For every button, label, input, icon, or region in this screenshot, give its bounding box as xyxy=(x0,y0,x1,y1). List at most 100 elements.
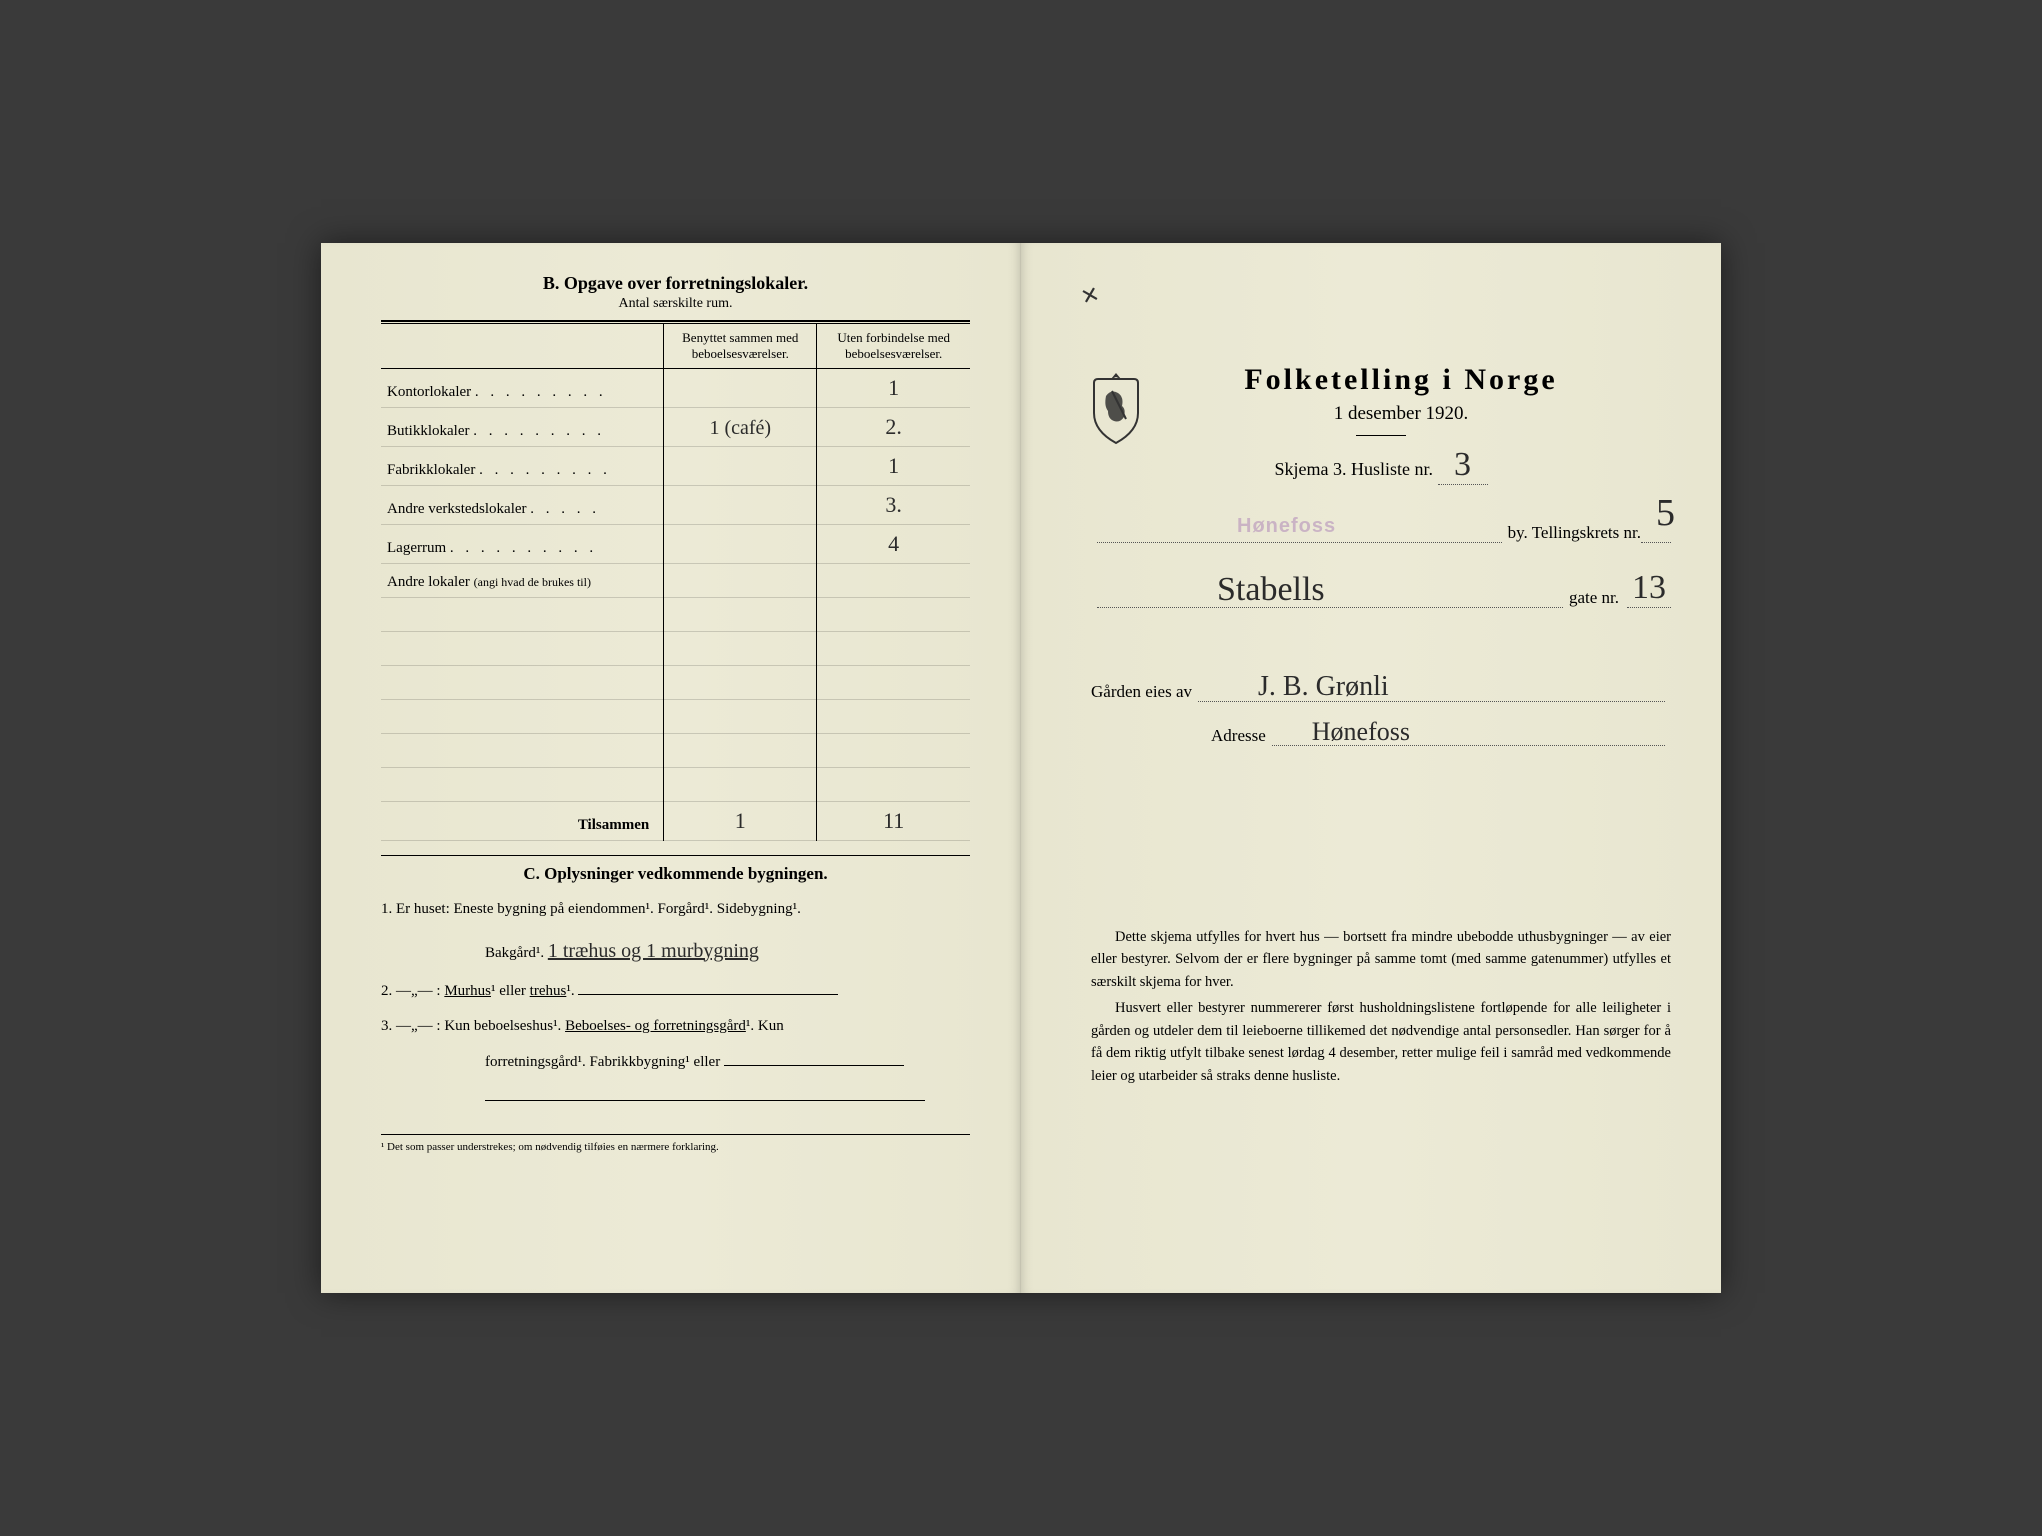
table-row xyxy=(381,598,970,632)
corner-mark: ✕ xyxy=(1078,281,1103,311)
row-val-b: 4 xyxy=(817,525,970,564)
section-b-subtitle: Antal særskilte rum. xyxy=(381,296,970,312)
body-p2: Husvert eller bestyrer nummererer først … xyxy=(1091,997,1671,1087)
gate-suffix: gate nr. xyxy=(1569,588,1619,608)
section-c-title: C. Oplysninger vedkommende bygningen. xyxy=(381,855,970,884)
q1-l2-hw: 1 træhus og 1 murbygning xyxy=(548,940,759,962)
row-val-b: 1 xyxy=(817,369,970,408)
addr-line: Adresse Hønefoss xyxy=(1091,722,1671,746)
sum-label: Tilsammen xyxy=(381,802,664,841)
q3-text-a: Kun beboelseshus¹. Beboelses- og forretn… xyxy=(444,1018,783,1034)
owner-label: Gården eies av xyxy=(1091,682,1192,702)
q1-prefix: 1. Er huset: xyxy=(381,901,450,917)
table-row: Butikklokaler . . . . . . . . .1 (café)2… xyxy=(381,408,970,447)
q3-text-b: forretningsgård¹. Fabrikkbygning¹ eller xyxy=(485,1054,720,1070)
row-val-b: 3. xyxy=(817,486,970,525)
col-label-blank xyxy=(381,324,664,369)
row-label: Kontorlokaler . . . . . . . . . xyxy=(381,369,664,408)
col-b-header: Uten forbindelse med beboelsesværelser. xyxy=(817,324,970,369)
table-row: Lagerrum . . . . . . . . . . 4 xyxy=(381,525,970,564)
q1-l2-label: Bakgård¹. xyxy=(485,945,544,961)
premises-table: Benyttet sammen med beboelsesværelser. U… xyxy=(381,324,970,841)
table-row xyxy=(381,734,970,768)
q2-text: Murhus¹ eller trehus¹. xyxy=(444,983,574,999)
table-row: Andre lokaler (angi hvad de brukes til) xyxy=(381,564,970,598)
table-row: Andre verkstedslokaler . . . . . 3. xyxy=(381,486,970,525)
owner-name: J. B. Grønli xyxy=(1258,671,1389,703)
coat-of-arms-icon xyxy=(1086,371,1146,446)
q1-text: Eneste bygning på eiendommen¹. Forgård¹.… xyxy=(454,901,801,917)
gate-name: Stabells xyxy=(1217,571,1325,609)
q1-line2: Bakgård¹. 1 træhus og 1 murbygning xyxy=(381,930,970,972)
row-val-b xyxy=(817,768,970,802)
document-spread: B. Opgave over forretningslokaler. Antal… xyxy=(321,243,1721,1293)
by-suffix: by. Tellingskrets nr. xyxy=(1508,523,1641,543)
row-label: Butikklokaler . . . . . . . . . xyxy=(381,408,664,447)
addr-label: Adresse xyxy=(1211,726,1266,746)
row-val-a xyxy=(664,525,817,564)
row-val-b xyxy=(817,666,970,700)
table-row: Kontorlokaler . . . . . . . . . 1 xyxy=(381,369,970,408)
row-label: Andre verkstedslokaler . . . . . xyxy=(381,486,664,525)
row-val-a xyxy=(664,768,817,802)
schema-label: Skjema 3. Husliste nr. xyxy=(1275,459,1434,479)
row-val-a xyxy=(664,734,817,768)
table-row xyxy=(381,632,970,666)
row-val-a xyxy=(664,598,817,632)
row-label xyxy=(381,666,664,700)
row-val-a xyxy=(664,666,817,700)
left-page: B. Opgave over forretningslokaler. Antal… xyxy=(321,243,1021,1293)
divider xyxy=(1356,435,1406,436)
q3-prefix: 3. —„— : xyxy=(381,1018,441,1034)
right-page: ✕ Folketelling i Norge 1 desember 1920. … xyxy=(1021,243,1721,1293)
row-val-a xyxy=(664,486,817,525)
row-label xyxy=(381,700,664,734)
sum-b: 11 xyxy=(883,808,904,833)
row-val-b: 1 xyxy=(817,447,970,486)
by-line: Hønefoss by. Tellingskrets nr. 5 xyxy=(1091,519,1671,543)
row-label: Lagerrum . . . . . . . . . . xyxy=(381,525,664,564)
row-val-a xyxy=(664,447,817,486)
section-b-title: B. Opgave over forretningslokaler. xyxy=(381,273,970,294)
by-stamp: Hønefoss xyxy=(1237,515,1336,538)
col-a-header: Benyttet sammen med beboelsesværelser. xyxy=(664,324,817,369)
q2: 2. —„— : Murhus¹ eller trehus¹. xyxy=(381,976,970,1008)
sum-a: 1 xyxy=(735,808,746,833)
row-val-b xyxy=(817,700,970,734)
row-val-a xyxy=(664,700,817,734)
row-label: Andre lokaler (angi hvad de brukes til) xyxy=(381,564,664,598)
q3b: forretningsgård¹. Fabrikkbygning¹ eller xyxy=(381,1047,970,1079)
gate-nr: 13 xyxy=(1627,569,1671,608)
q1: 1. Er huset: Eneste bygning på eiendomme… xyxy=(381,894,970,926)
row-val-a xyxy=(664,564,817,598)
q3c xyxy=(381,1082,970,1114)
header-block: Folketelling i Norge 1 desember 1920. Sk… xyxy=(1091,363,1671,746)
instructions-text: Dette skjema utfylles for hvert hus — bo… xyxy=(1091,926,1671,1087)
table-row xyxy=(381,768,970,802)
q3: 3. —„— : Kun beboelseshus¹. Beboelses- o… xyxy=(381,1011,970,1043)
gate-line: Stabells gate nr. 13 xyxy=(1091,569,1671,608)
row-label xyxy=(381,734,664,768)
krets-nr: 5 xyxy=(1656,491,1675,535)
addr-value: Hønefoss xyxy=(1312,717,1410,747)
row-val-a xyxy=(664,369,817,408)
body-p1: Dette skjema utfylles for hvert hus — bo… xyxy=(1091,926,1671,993)
husliste-nr: 3 xyxy=(1438,446,1488,485)
table-row: Fabrikklokaler . . . . . . . . .1 xyxy=(381,447,970,486)
main-title: Folketelling i Norge xyxy=(1131,363,1671,397)
date-line: 1 desember 1920. xyxy=(1131,403,1671,425)
footnote: ¹ Det som passer understrekes; om nødven… xyxy=(381,1134,970,1153)
row-val-a xyxy=(664,632,817,666)
row-label xyxy=(381,632,664,666)
sum-row: Tilsammen 1 11 xyxy=(381,802,970,841)
row-val-b xyxy=(817,564,970,598)
row-label xyxy=(381,598,664,632)
schema-line: Skjema 3. Husliste nr. 3 xyxy=(1091,446,1671,485)
row-val-b xyxy=(817,598,970,632)
row-val-b: 2. xyxy=(817,408,970,447)
row-val-b xyxy=(817,734,970,768)
owner-line: Gården eies av J. B. Grønli xyxy=(1091,678,1671,702)
q2-prefix: 2. —„— : xyxy=(381,983,441,999)
row-val-b xyxy=(817,632,970,666)
table-row xyxy=(381,700,970,734)
